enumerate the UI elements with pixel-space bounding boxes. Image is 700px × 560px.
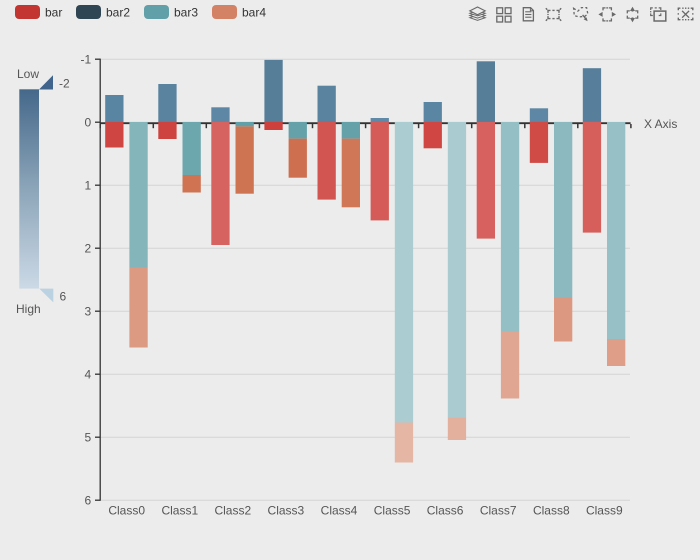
svg-text:High: High: [16, 302, 41, 316]
svg-text:6: 6: [85, 493, 92, 507]
svg-text:5: 5: [85, 430, 92, 444]
svg-text:Class0: Class0: [108, 504, 145, 518]
svg-text:4: 4: [85, 367, 92, 381]
svg-text:Class7: Class7: [480, 504, 517, 518]
svg-text:6: 6: [60, 290, 67, 304]
svg-text:Class1: Class1: [161, 504, 198, 518]
svg-text:Class4: Class4: [321, 504, 358, 518]
svg-text:Class6: Class6: [427, 504, 464, 518]
svg-text:-1: -1: [81, 52, 92, 66]
svg-text:bar2: bar2: [106, 6, 130, 20]
svg-text:Class8: Class8: [533, 504, 570, 518]
svg-text:3: 3: [85, 304, 92, 318]
svg-text:bar4: bar4: [242, 6, 266, 20]
svg-text:bar3: bar3: [174, 6, 198, 20]
svg-text:-2: -2: [59, 77, 70, 91]
svg-text:0: 0: [85, 115, 92, 129]
svg-text:Class2: Class2: [214, 504, 251, 518]
svg-text:bar: bar: [45, 6, 62, 20]
svg-text:Class9: Class9: [586, 504, 623, 518]
svg-text:1: 1: [85, 178, 92, 192]
svg-text:Low: Low: [17, 67, 39, 81]
svg-text:Class5: Class5: [374, 504, 411, 518]
svg-text:2: 2: [85, 241, 92, 255]
svg-text:X Axis: X Axis: [644, 117, 677, 131]
svg-text:Class3: Class3: [268, 504, 305, 518]
